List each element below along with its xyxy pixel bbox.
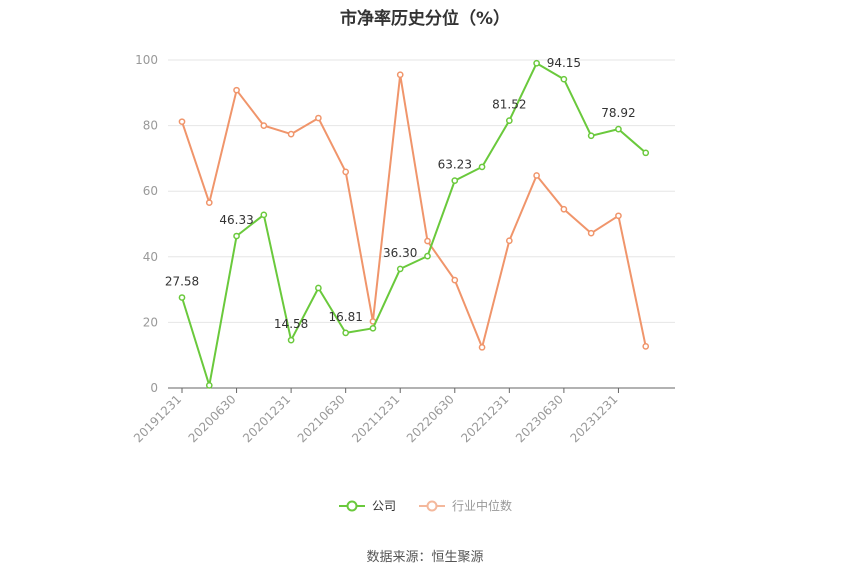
data-label: 81.52: [492, 98, 526, 112]
legend-item-company[interactable]: 公司: [338, 497, 396, 514]
data-point-company: [451, 177, 459, 184]
series-line-industry: [181, 73, 647, 349]
x-tick-label: 20221231: [458, 392, 511, 445]
data-point-industry: [533, 172, 540, 179]
legend-label-industry: 行业中位数: [452, 499, 513, 513]
data-point-industry: [178, 118, 186, 126]
data-label: 63.23: [438, 158, 472, 172]
data-point-company: [642, 149, 650, 157]
data-label: 78.92: [601, 106, 635, 120]
data-point-industry: [560, 205, 568, 213]
data-point-company: [287, 336, 295, 344]
data-point-company: [424, 252, 431, 260]
data-point-industry: [315, 114, 322, 122]
data-point-company: [615, 125, 622, 133]
legend-label-company: 公司: [371, 499, 396, 513]
y-tick-label: 60: [143, 184, 158, 198]
data-point-company: [369, 324, 377, 332]
data-point-industry: [260, 122, 268, 129]
data-label: 36.30: [383, 246, 417, 260]
x-tick-label: 20230630: [513, 392, 566, 445]
y-tick-label: 100: [135, 53, 158, 67]
y-tick-label: 0: [150, 381, 158, 395]
x-tick-label: 20201231: [240, 392, 293, 445]
data-point-industry: [233, 86, 240, 94]
data-point-industry: [396, 71, 404, 79]
x-tick-label: 20231231: [567, 392, 620, 445]
data-label: 94.15: [547, 56, 581, 70]
series-line-company: [181, 62, 647, 387]
data-point-company: [178, 294, 186, 301]
data-point-company: [205, 382, 213, 389]
data-point-industry: [205, 199, 213, 207]
data-label: 16.81: [328, 310, 362, 324]
data-point-company: [233, 232, 240, 240]
data-point-company: [560, 75, 568, 83]
data-label: 14.58: [274, 317, 308, 331]
x-tick-label: 20200630: [186, 392, 239, 445]
x-tick-label: 20191231: [131, 392, 184, 445]
data-point-industry: [505, 237, 513, 245]
data-point-industry: [451, 276, 459, 284]
chart-title: 市净率历史分位（%）: [339, 9, 511, 29]
data-point-industry: [615, 212, 622, 220]
x-tick-label: 20211231: [349, 392, 402, 445]
data-point-industry: [478, 343, 486, 351]
data-point-industry: [587, 229, 595, 237]
x-tick-label: 20210630: [295, 392, 348, 445]
data-label: 46.33: [219, 213, 253, 227]
legend: 公司 行业中位数: [0, 497, 850, 514]
legend-line-circle-icon: [419, 500, 445, 511]
data-point-company: [396, 265, 404, 273]
y-tick-label: 40: [143, 250, 158, 264]
data-point-industry: [342, 168, 350, 176]
data-point-industry: [287, 130, 295, 138]
data-point-company: [260, 211, 268, 219]
y-tick-label: 20: [143, 315, 158, 329]
x-tick-label: 20220630: [404, 392, 457, 445]
data-point-company: [478, 163, 486, 171]
data-point-company: [342, 329, 350, 337]
data-point-industry: [642, 342, 650, 350]
data-point-company: [533, 59, 540, 67]
source-note: 数据来源：恒生聚源: [366, 550, 484, 565]
data-point-industry: [424, 237, 431, 245]
data-point-company: [587, 132, 595, 140]
data-point-company: [315, 284, 322, 292]
data-label: 27.58: [165, 275, 199, 289]
legend-item-industry[interactable]: 行业中位数: [418, 497, 512, 514]
data-point-company: [505, 117, 513, 124]
y-tick-label: 80: [143, 119, 158, 133]
legend-line-circle-icon: [338, 500, 365, 511]
